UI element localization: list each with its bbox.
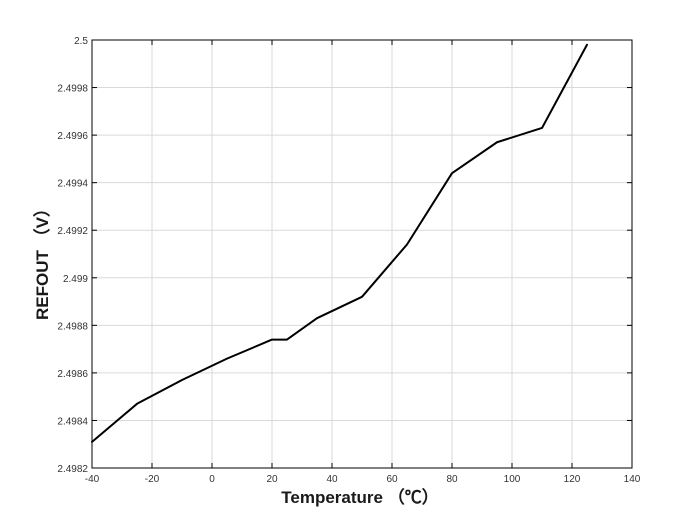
y-tick-label: 2.4992: [57, 226, 88, 237]
y-tick-label: 2.4996: [57, 131, 88, 142]
series-line: [91, 43, 588, 443]
ticks: -40 -20 0 20 40 60 80 100 120 140 2.4982 2.4984 2.49…: [57, 36, 640, 485]
x-tick-label: -20: [145, 474, 160, 485]
y-tick-label: 2.4984: [57, 416, 88, 427]
x-axis-title: Temperature （℃）: [281, 487, 438, 507]
x-tick-label: 60: [386, 474, 398, 485]
grid: [92, 40, 632, 468]
plot-frame: [91, 39, 633, 469]
x-tick-label: 140: [624, 474, 641, 485]
y-tick-label: 2.4994: [57, 179, 88, 190]
series-layer: [91, 43, 588, 443]
x-tick-label: 80: [446, 474, 458, 485]
y-tick-label: 2.4982: [57, 464, 88, 475]
x-tick-label: 120: [564, 474, 581, 485]
y-tick-label: 2.499: [63, 274, 88, 285]
y-tick-label: 2.4988: [57, 321, 88, 332]
x-tick-label: 100: [504, 474, 521, 485]
x-tick-label: 40: [326, 474, 338, 485]
y-tick-label: 2.4998: [57, 84, 88, 95]
y-tick-label: 2.5: [74, 36, 88, 47]
x-tick-label: 20: [266, 474, 278, 485]
plot-background: [92, 40, 632, 468]
y-axis-title: REFOUT （V）: [32, 200, 52, 320]
x-tick-label: -40: [85, 474, 100, 485]
y-tick-label: 2.4986: [57, 369, 88, 380]
x-tick-label: 0: [209, 474, 215, 485]
